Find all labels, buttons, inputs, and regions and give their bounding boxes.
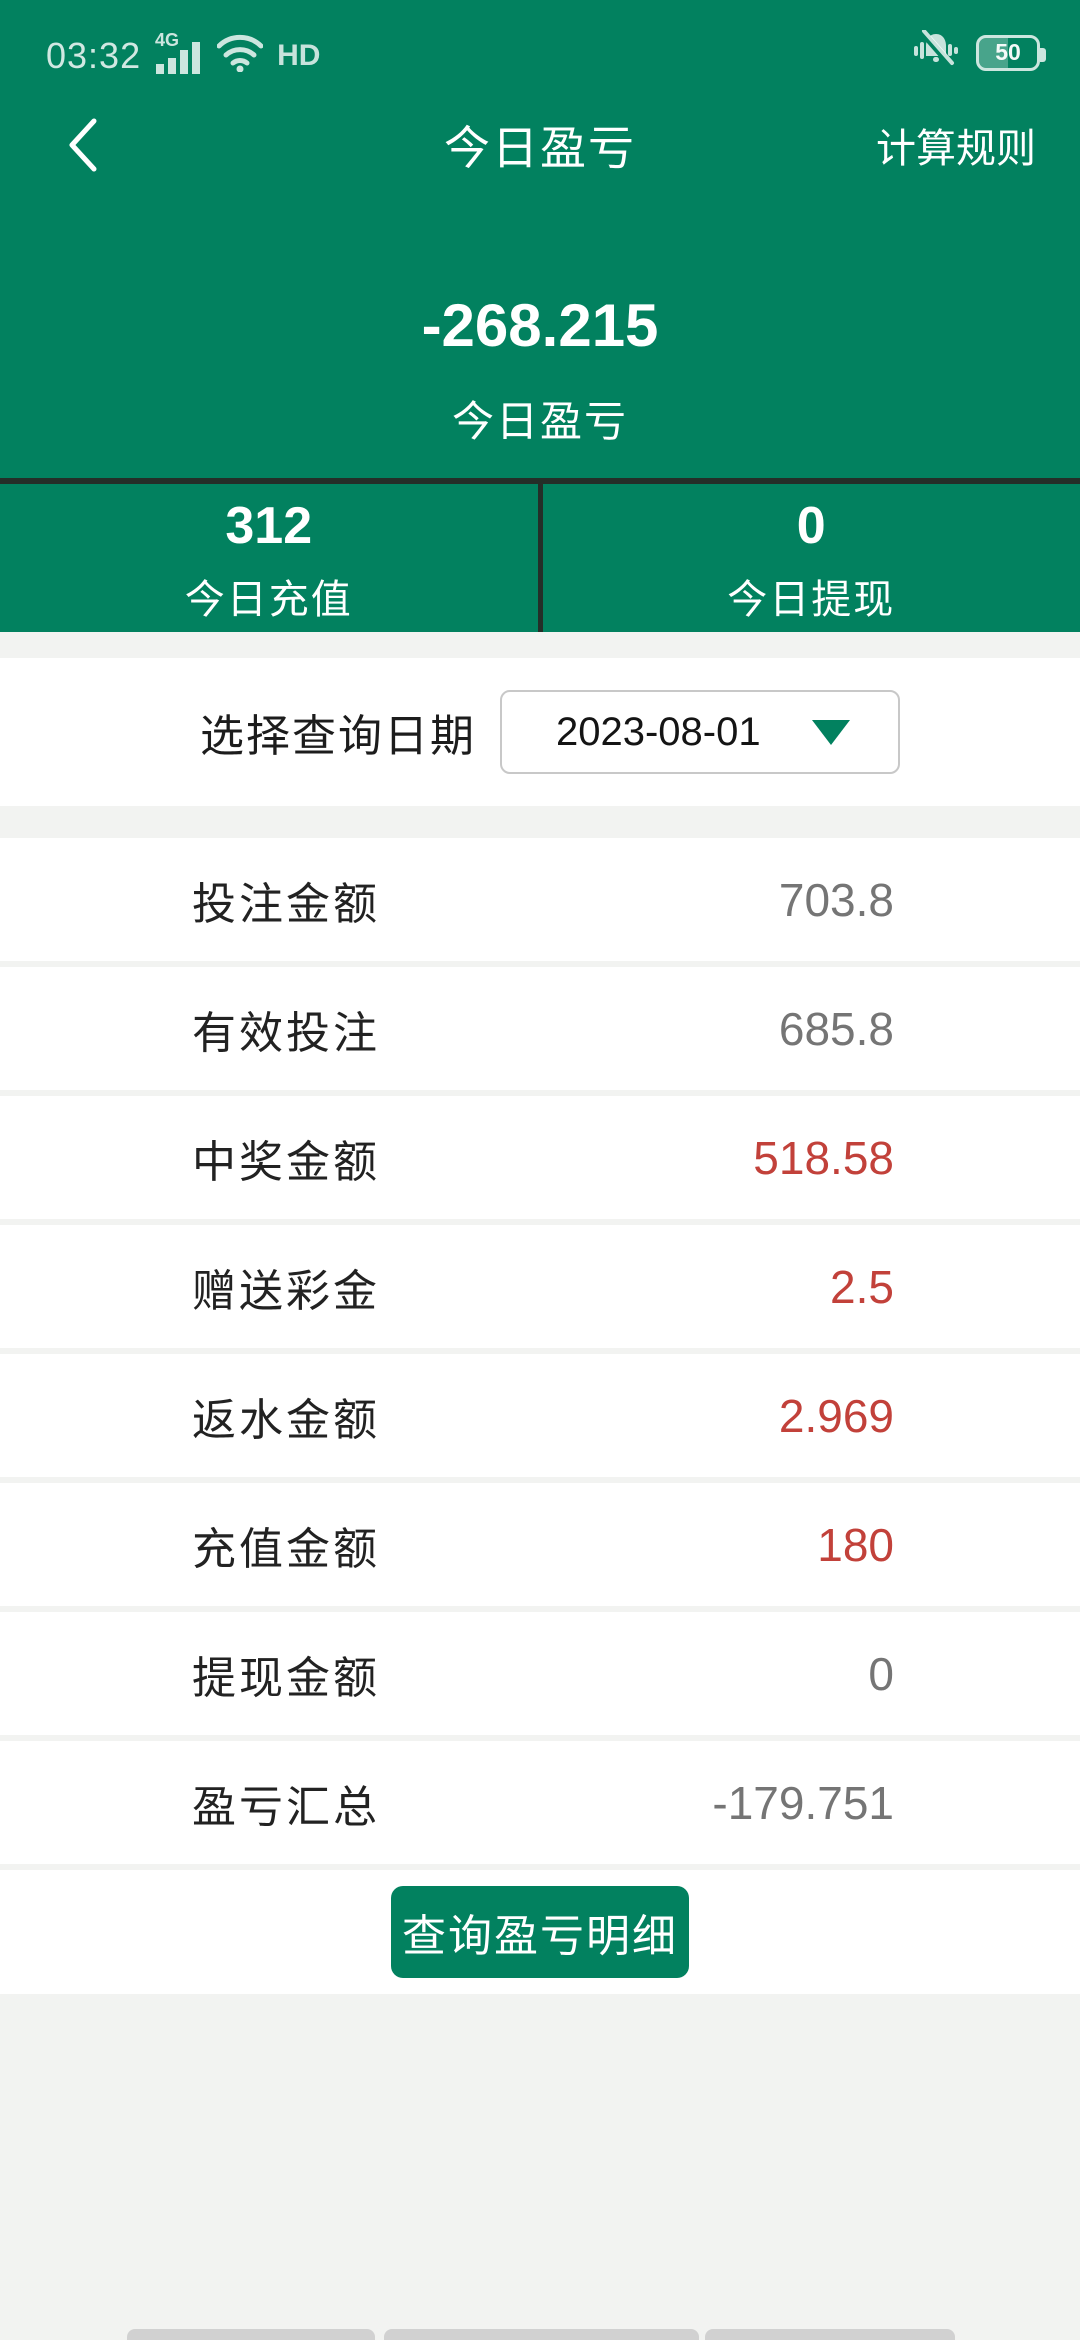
row-winning-amount: 中奖金额 518.58	[0, 1096, 1080, 1219]
status-bar: 03:32 4G	[0, 0, 1080, 100]
row-value: 518.58	[753, 1131, 894, 1184]
row-value: 703.8	[778, 873, 894, 926]
date-select-value: 2023-08-01	[556, 709, 761, 754]
bottom-stub-bar	[127, 2329, 375, 2340]
row-label: 盈亏汇总	[192, 1782, 380, 1832]
calculation-rules-link[interactable]: 计算规则	[876, 127, 1036, 171]
chevron-left-icon	[69, 118, 97, 172]
today-deposit-value: 312	[225, 497, 313, 555]
bottom-stub-bar	[384, 2329, 699, 2340]
battery-icon: 50	[976, 34, 1046, 71]
row-valid-bet: 有效投注 685.8	[0, 967, 1080, 1090]
today-withdraw-value: 0	[796, 497, 826, 555]
today-deposit-label: 今日充值	[184, 578, 353, 623]
today-withdraw-cell: 0 今日提现	[537, 484, 1080, 632]
cellular-signal-icon: 4G	[155, 30, 203, 81]
row-gift-bonus: 赠送彩金 2.5	[0, 1225, 1080, 1348]
network-type-label: 4G	[155, 30, 179, 50]
row-label: 中奖金额	[192, 1137, 380, 1187]
summary-rows: 投注金额 703.8 有效投注 685.8 中奖金额 518.58 赠送彩金 2…	[0, 838, 1080, 1994]
todays-profit-amount: -268.215	[421, 292, 659, 359]
stats-band: 312 今日充值 0 今日提现	[0, 478, 1080, 632]
date-picker-label: 选择查询日期	[200, 712, 476, 761]
battery-percent: 50	[995, 39, 1021, 65]
today-withdraw-label: 今日提现	[727, 578, 896, 623]
row-deposit-amount: 充值金额 180	[0, 1483, 1080, 1606]
triangle-down-icon	[812, 719, 850, 745]
query-profit-details-button[interactable]: 查询盈亏明细	[391, 1886, 689, 1978]
button-section: 查询盈亏明细	[0, 1870, 1080, 1994]
row-value: -179.751	[712, 1776, 894, 1829]
row-label: 投注金额	[192, 879, 380, 929]
back-button[interactable]	[64, 116, 124, 174]
date-select[interactable]: 2023-08-01	[500, 690, 900, 774]
row-label: 赠送彩金	[192, 1266, 380, 1316]
row-rebate-amount: 返水金额 2.969	[0, 1354, 1080, 1477]
row-value: 2.969	[778, 1389, 894, 1442]
bottom-stub-bar	[705, 2329, 955, 2340]
header: 03:32 4G	[0, 0, 1080, 478]
todays-profit-label: 今日盈亏	[451, 398, 628, 445]
footer-area	[0, 1994, 1080, 2340]
divider-strip	[0, 806, 1080, 838]
row-value: 685.8	[778, 1002, 894, 1055]
divider-strip	[0, 632, 1080, 658]
status-right: 50	[914, 29, 1046, 75]
row-profit-total: 盈亏汇总 -179.751	[0, 1741, 1080, 1864]
row-label: 有效投注	[192, 1008, 380, 1058]
clock: 03:32	[46, 34, 142, 76]
row-value: 2.5	[830, 1260, 894, 1313]
row-bet-amount: 投注金额 703.8	[0, 838, 1080, 961]
wifi-icon	[216, 34, 264, 77]
page-title: 今日盈亏	[444, 122, 636, 174]
battery-fill	[979, 37, 1008, 68]
row-value: 180	[817, 1518, 894, 1571]
row-label: 充值金额	[192, 1524, 380, 1574]
date-picker-row: 选择查询日期 2023-08-01	[0, 658, 1080, 806]
row-value: 0	[868, 1647, 894, 1700]
status-left: 03:32 4G	[46, 30, 320, 81]
today-deposit-cell: 312 今日充值	[0, 484, 538, 632]
row-label: 提现金额	[192, 1653, 380, 1703]
row-withdraw-amount: 提现金额 0	[0, 1612, 1080, 1735]
hd-indicator: HD	[277, 38, 321, 72]
row-label: 返水金额	[192, 1395, 380, 1445]
bell-slash-icon	[914, 29, 958, 75]
nav-bar: 今日盈亏 计算规则	[0, 100, 1080, 190]
